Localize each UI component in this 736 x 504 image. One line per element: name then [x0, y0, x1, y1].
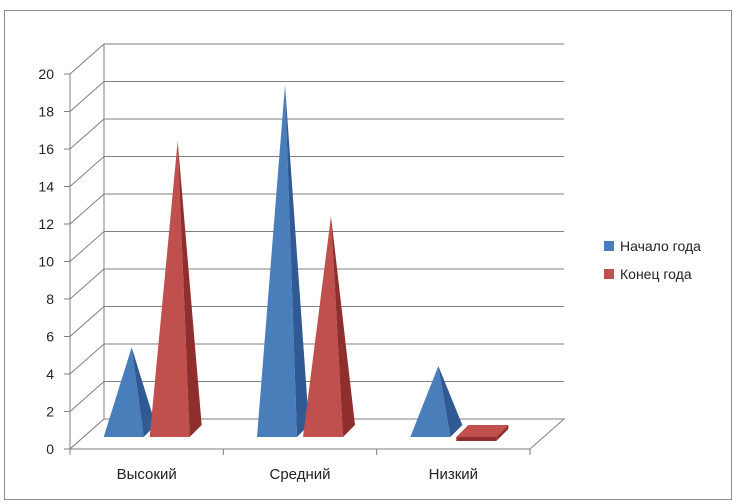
x-category-label: Низкий: [429, 466, 478, 483]
pyramid-side-face: [131, 347, 156, 437]
pyramid-front-face: [149, 141, 190, 437]
y-tick-label: 10: [38, 254, 54, 270]
y-tick-label: 8: [46, 291, 54, 307]
y-tick-label: 6: [46, 329, 54, 345]
legend-label-end: Конец года: [620, 266, 692, 282]
y-tick-label: 0: [46, 441, 54, 457]
legend-item-start: Начало года: [604, 232, 701, 260]
y-tick-label: 16: [38, 141, 54, 157]
gridline-diagonal: [69, 43, 105, 75]
gridline-diagonal: [69, 268, 105, 300]
y-tick-label: 20: [38, 66, 54, 82]
legend-swatch-start: [604, 241, 614, 251]
gridline-diagonal: [69, 156, 105, 187]
y-tick-label: 2: [46, 404, 54, 420]
y-tick-label: 14: [38, 179, 54, 195]
pyramid-flat-front: [456, 437, 497, 441]
y-tick-label: 4: [46, 366, 54, 382]
pyramid-flat-top: [456, 425, 509, 437]
pyramid-flat-side: [496, 425, 509, 441]
x-category-label: Средний: [270, 466, 331, 483]
gridline-diagonal: [69, 306, 105, 337]
pyramid-side-face: [285, 84, 309, 437]
y-tick-label: 18: [38, 104, 54, 120]
gridline-diagonal: [69, 231, 105, 262]
pyramid-front-face: [410, 366, 451, 437]
pyramid-front-face: [303, 216, 343, 437]
legend: Начало года Конец года: [604, 232, 701, 288]
x-category-label: Высокий: [117, 466, 177, 483]
pyramid-side-face: [177, 141, 202, 437]
legend-item-end: Конец года: [604, 260, 701, 288]
y-tick-label: 12: [38, 216, 54, 232]
pyramid-front-face: [103, 347, 144, 437]
pyramid-side-face: [438, 366, 463, 437]
legend-swatch-end: [604, 269, 614, 279]
gridline-diagonal: [69, 343, 105, 375]
gridline-diagonal: [69, 118, 105, 150]
gridline-diagonal: [69, 381, 105, 412]
gridline-diagonal: [69, 81, 105, 112]
pyramid-side-face: [331, 216, 355, 437]
legend-label-start: Начало года: [620, 238, 701, 254]
pyramid-front-face: [257, 84, 297, 437]
gridline-diagonal: [69, 193, 105, 225]
